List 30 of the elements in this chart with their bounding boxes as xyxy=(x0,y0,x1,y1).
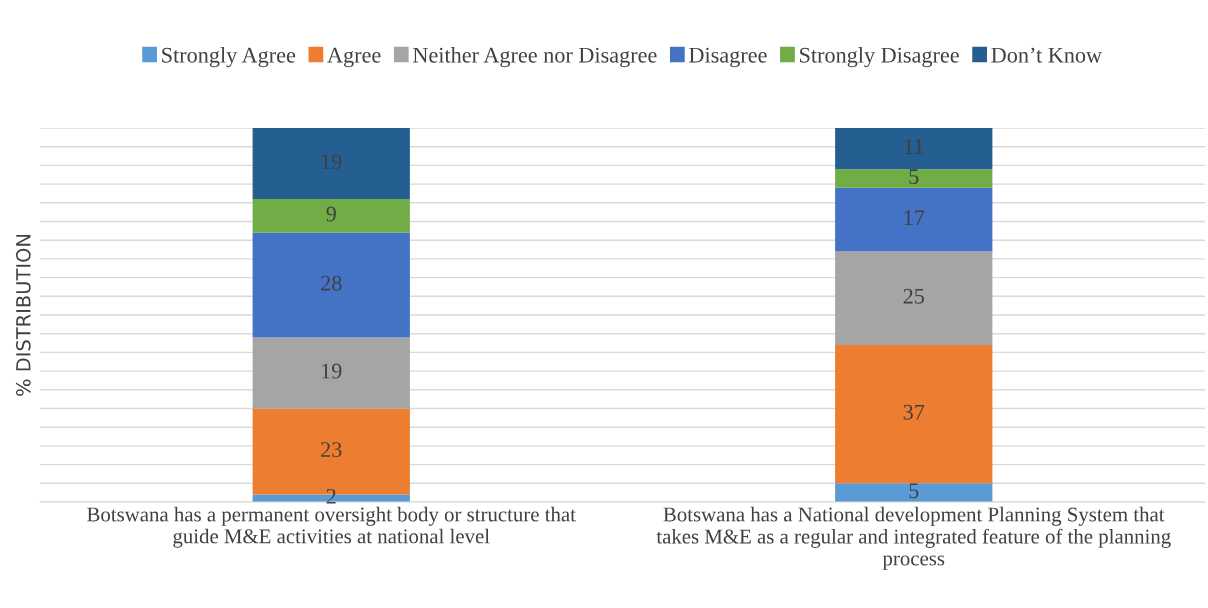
data-label: 17 xyxy=(904,210,925,225)
bar xyxy=(252,128,410,200)
bar xyxy=(252,337,410,409)
legend-label: Strongly Agree xyxy=(162,47,296,68)
legend-label: Strongly Disagree xyxy=(800,47,959,68)
bar xyxy=(252,232,410,338)
data-label: 25 xyxy=(903,288,924,304)
data-label: 19 xyxy=(322,363,342,379)
bar xyxy=(835,169,993,188)
bar xyxy=(252,199,410,233)
data-label: 19 xyxy=(322,154,342,170)
data-label: 9 xyxy=(326,206,336,222)
data-label: 23 xyxy=(321,442,342,458)
data-label: 37 xyxy=(903,404,925,420)
legend-label: Don’t Know xyxy=(991,47,1102,63)
x-tick-label: Botswana has a National development Planning System that takes M&E as a regular and integrated feature of the planning process xyxy=(656,506,1171,570)
y-axis-title: % DISTRIBUTION xyxy=(15,234,31,396)
legend-label: Neither Agree nor Disagree xyxy=(413,47,657,68)
data-label: 28 xyxy=(321,275,342,291)
bar xyxy=(835,344,993,484)
bar xyxy=(835,483,993,502)
x-tick-label: Botswana has a permanent oversight body or structure that guide M&E activities at national level xyxy=(87,506,576,548)
legend-label: Agree xyxy=(327,47,381,68)
bar xyxy=(835,128,993,170)
legend-label: Disagree xyxy=(689,47,767,68)
bar xyxy=(835,187,993,252)
data-label: 11 xyxy=(905,139,924,154)
data-label: 5 xyxy=(909,483,919,499)
bar xyxy=(835,251,993,345)
data-label: 5 xyxy=(909,169,919,185)
